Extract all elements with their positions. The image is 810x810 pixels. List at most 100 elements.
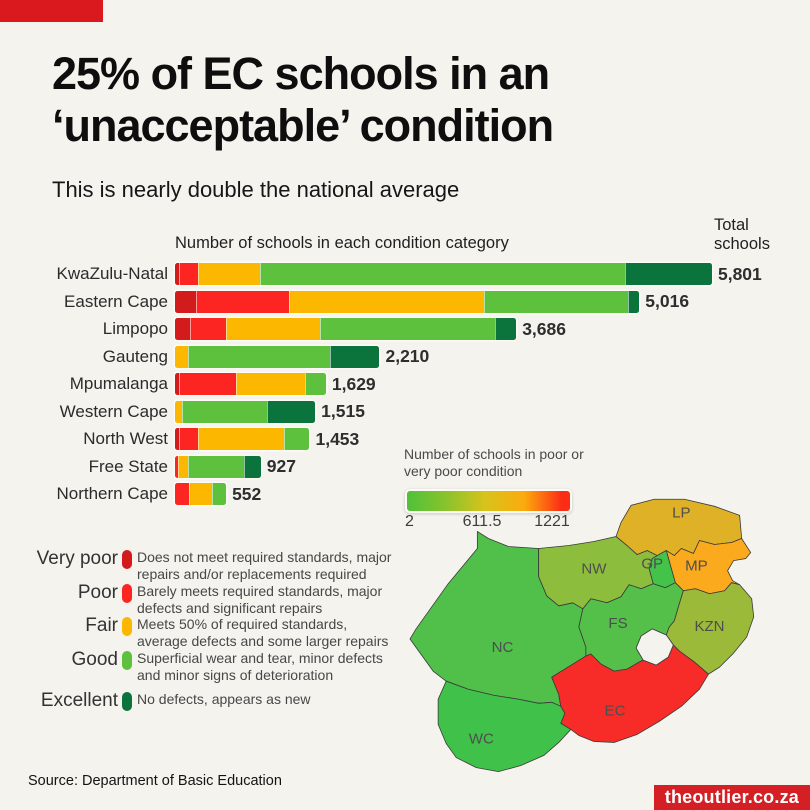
bar-segment-excellent: [494, 318, 517, 340]
legend-item-fair: Fair Meets 50% of required standards, ave…: [20, 616, 399, 649]
bar-total: 1,515: [321, 401, 365, 421]
legend-description: Does not meet required standards, major …: [137, 549, 392, 582]
map-label-nc: NC: [492, 639, 514, 656]
bar-segment-fair: [175, 400, 182, 423]
bar-total: 552: [232, 483, 262, 504]
map-label-ec: EC: [605, 702, 626, 719]
bar-row-limpopo: Limpopo 3,686: [20, 318, 566, 340]
bar-label: Eastern Cape: [64, 291, 168, 311]
legend-label: Poor: [77, 582, 118, 603]
bar-total: 1,453: [315, 428, 360, 449]
bar-segment-very-poor: [175, 263, 179, 285]
bar-segment-good: [181, 400, 267, 423]
brand-corner-bar: [0, 0, 103, 22]
bar-row-free-state: Free State 927: [20, 455, 296, 478]
bar-segment-good: [304, 373, 326, 395]
bar-segment-poor: [190, 318, 226, 340]
page-title-line2: ‘unacceptable’ condition: [52, 100, 554, 151]
page-subtitle: This is nearly double the national avera…: [52, 177, 460, 202]
bar-row-northern-cape: Northern Cape 552: [20, 483, 261, 505]
legend-label: Good: [71, 649, 118, 670]
bar-total: 1,629: [331, 373, 376, 394]
bar-row-north-west: North West 1,453: [20, 428, 359, 450]
bar-label: Western Cape: [59, 401, 168, 421]
map-region-lesotho: [635, 628, 674, 666]
bar-total: 927: [266, 456, 296, 476]
bar-segment-good: [284, 428, 310, 450]
bar-segment-fair: [198, 428, 285, 450]
bar-segment-fair: [175, 345, 189, 368]
map-label-gp: GP: [641, 556, 663, 573]
legend-item-poor: Poor Barely meets required standards, maj…: [20, 583, 399, 616]
bar-segment-very-poor: [175, 373, 180, 395]
bar-row-mpumalanga: Mpumalanga 1,629: [20, 373, 376, 395]
bar-row-eastern-cape: Eastern Cape 5,016: [20, 290, 690, 313]
legend-item-excellent: Excellent No defects, appears as new: [20, 691, 399, 711]
map-label-kzn: KZN: [694, 618, 724, 635]
bar-label: Gauteng: [102, 346, 168, 366]
bar-label: KwaZulu-Natal: [56, 264, 169, 283]
legend-swatch-very-poor: [122, 550, 132, 569]
legend-label: Fair: [85, 615, 118, 636]
bar-segment-very-poor: [175, 290, 196, 313]
bar-segment-fair: [197, 263, 260, 285]
page-title-line1: 25% of EC schools in an: [52, 48, 550, 99]
map-gradient-bar: [405, 489, 572, 513]
bar-track: [175, 345, 380, 368]
legend-description: Meets 50% of required standards, average…: [137, 616, 389, 649]
map-region-kzn: [665, 582, 755, 675]
bar-label: North West: [83, 429, 168, 448]
bar-segment-fair: [235, 373, 305, 395]
bar-row-western-cape: Western Cape 1,515: [20, 400, 365, 423]
bar-total: 5,016: [645, 291, 690, 311]
page-title: 25% of EC schools in an ‘unacceptable’ c…: [52, 48, 712, 152]
bar-row-gauteng: Gauteng 2,210: [20, 345, 430, 368]
gradient-tick-min: 2: [405, 513, 414, 530]
bar-segment-excellent: [243, 455, 261, 478]
bar-track: [175, 428, 310, 450]
legend-label: Excellent: [40, 690, 118, 711]
legend-item-very-poor: Very poor Does not meet required standard…: [20, 549, 399, 582]
bar-segment-excellent: [266, 400, 316, 423]
bar-segment-fair: [188, 483, 212, 505]
legend-swatch-good: [122, 651, 132, 670]
bar-label: Free State: [88, 456, 168, 476]
bar-track: [175, 483, 227, 505]
bar-track: [175, 263, 712, 285]
gradient-tick-max: 1221: [534, 513, 570, 530]
bar-track: [175, 373, 326, 395]
source-note: Source: Department of Basic Education: [28, 773, 282, 789]
map-label-mp: MP: [685, 558, 708, 575]
bar-segment-poor: [179, 428, 199, 450]
map-label-lp: LP: [672, 504, 690, 521]
bar-segment-fair: [177, 455, 188, 478]
bar-total: 2,210: [385, 346, 430, 366]
bar-segment-poor: [175, 455, 178, 478]
map-label-wc: WC: [469, 730, 494, 747]
bar-track: [175, 455, 261, 478]
legend-item-good: Good Superficial wear and tear, minor def…: [20, 650, 399, 683]
bar-row-kwazulu-natal: KwaZulu-Natal 5,801: [20, 263, 762, 285]
bar-segment-good: [187, 455, 244, 478]
legend-description: No defects, appears as new: [137, 691, 311, 707]
bar-segment-good: [483, 290, 629, 313]
bar-segment-very-poor: [175, 428, 179, 450]
bar-segment-very-poor: [175, 318, 190, 340]
map-region-wc: [437, 680, 572, 773]
legend-swatch-fair: [122, 617, 132, 636]
bar-segment-good: [319, 318, 495, 340]
bar-label: Limpopo: [102, 319, 168, 338]
bar-segment-good: [211, 483, 227, 505]
bar-segment-poor: [175, 483, 189, 505]
legend-description: Barely meets required standards, major d…: [137, 583, 383, 616]
bar-segment-good: [259, 263, 625, 285]
bar-segment-fair: [289, 290, 484, 313]
bar-total: 5,801: [717, 263, 762, 284]
bar-label: Mpumalanga: [69, 374, 168, 393]
bar-segment-excellent: [624, 263, 712, 285]
site-badge: theoutlier.co.za: [653, 785, 810, 810]
south-africa-map: LP MP NW GP FS KZN NC EC WC: [409, 498, 755, 773]
totals-header: Total schools: [714, 216, 770, 253]
gradient-tick-mid: 611.5: [462, 513, 502, 530]
